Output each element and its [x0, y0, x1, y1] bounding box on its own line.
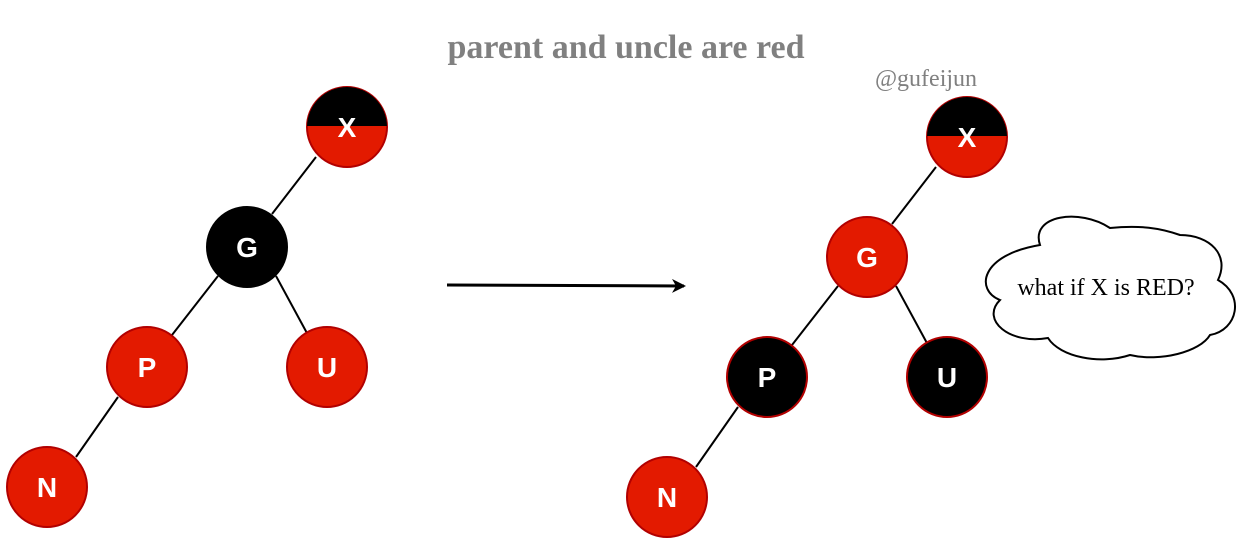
node-u-before-label: U	[317, 352, 337, 383]
node-n-after: N	[626, 456, 708, 538]
edge-g-u-before	[275, 275, 309, 336]
author-credit: @gufeijun	[875, 66, 977, 92]
node-n-after-label: N	[657, 482, 677, 513]
node-u-after: U	[906, 336, 988, 418]
node-x-after: X	[926, 96, 1008, 178]
node-n-before: N	[6, 446, 88, 528]
edge-g-p-after	[791, 285, 839, 346]
node-p-before-label: P	[138, 352, 157, 383]
edge-g-p-before	[171, 275, 219, 336]
transform-arrow	[446, 278, 686, 293]
node-g-before-label: G	[236, 232, 258, 263]
thought-cloud: what if X is RED?	[984, 215, 1236, 361]
node-p-after-label: P	[758, 362, 777, 393]
page-title: parent and uncle are red	[447, 29, 804, 66]
node-g-before: G	[206, 206, 288, 288]
edge-p-n-before	[75, 396, 119, 458]
node-g-after: G	[826, 216, 908, 298]
node-g-after-label: G	[856, 242, 878, 273]
after-tree: X G P U N	[626, 96, 1008, 538]
before-tree: X G P U N	[6, 86, 388, 528]
cloud-question-text: what if X is RED?	[1017, 275, 1194, 301]
edge-x-g-before	[271, 156, 317, 215]
node-u-before: U	[286, 326, 368, 408]
node-x-before: X	[306, 86, 388, 168]
node-p-before: P	[106, 326, 188, 408]
node-n-before-label: N	[37, 472, 57, 503]
node-u-after-label: U	[937, 362, 957, 393]
node-x-after-label: X	[958, 122, 977, 153]
edge-p-n-after	[695, 406, 739, 468]
node-p-after: P	[726, 336, 808, 418]
edge-x-g-after	[891, 166, 937, 225]
node-x-before-label: X	[338, 112, 357, 143]
edge-g-u-after	[895, 285, 929, 346]
